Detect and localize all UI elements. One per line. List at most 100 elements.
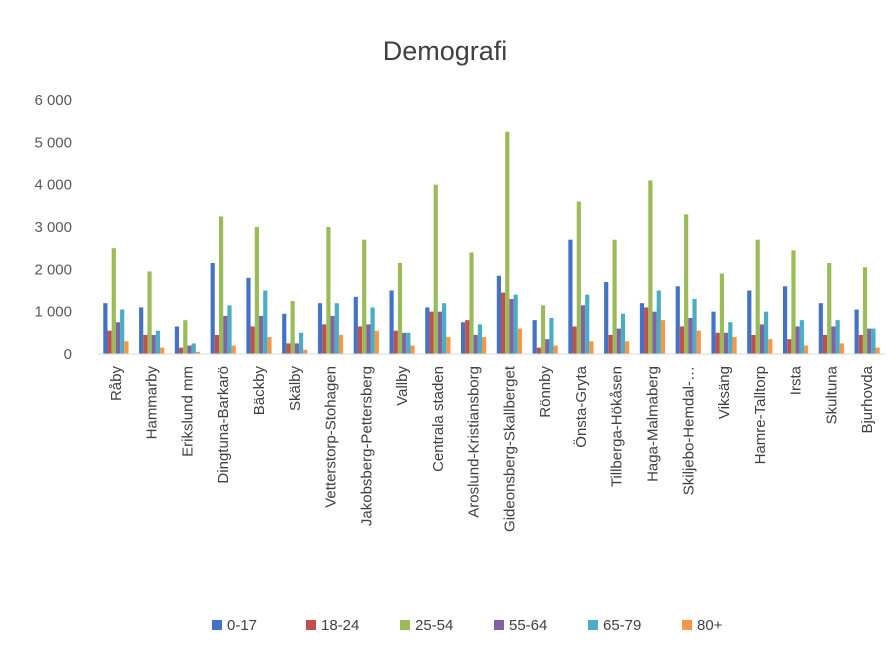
bar-18-24-Viksäng — [715, 332, 720, 354]
category-label: Gideonsberg-Skallberget — [501, 365, 518, 532]
bar-80+-Råby — [124, 341, 129, 354]
bar-0-17-Hammarby — [139, 307, 144, 354]
bar-25-54-Vallby — [397, 262, 403, 354]
bar-80+-Bäckby — [267, 337, 272, 354]
category-label: Erikslund mm — [179, 366, 196, 457]
bar-25-54-Hamre-Talltorp — [755, 239, 760, 354]
category-label: Viksäng — [716, 366, 733, 419]
bar-80+-Vetterstorp-Stohagen — [338, 334, 344, 354]
bar-80+-Vallby — [410, 345, 415, 354]
category-label: Aroslund-Kristiansborg — [466, 366, 483, 518]
bar-65-79-Aroslund-Kristiansborg — [477, 324, 483, 354]
bar-18-24-Gideonsberg-Skallberget — [500, 292, 506, 354]
bar-25-54-Vetterstorp-Stohagen — [326, 227, 331, 354]
category-label: Skultuna — [823, 365, 840, 424]
y-tick-label: 6 000 — [34, 92, 72, 109]
bar-25-54-Rönnby — [540, 305, 546, 354]
bar-25-54-Skiljebo-Hemdal-… — [684, 214, 689, 354]
bar-65-79-Bjurhovda — [871, 328, 876, 354]
bar-0-17-Haga-Malmaberg — [639, 303, 645, 354]
bar-55-64-Bäckby — [258, 315, 264, 354]
category-label: Önsta-Gryta — [572, 365, 590, 447]
bar-80+-Viksäng — [732, 337, 737, 354]
bar-80+-Erikslund mm — [195, 351, 201, 354]
bar-18-24-Skiljebo-Hemdal-… — [679, 326, 685, 354]
bar-65-79-Rönnby — [549, 318, 554, 354]
bar-55-64-Hamre-Talltorp — [759, 324, 764, 354]
bar-80+-Skultuna — [839, 343, 844, 354]
bar-25-54-Dingtuna-Barkarö — [219, 216, 224, 354]
bar-80+-Önsta-Gryta — [589, 341, 594, 354]
bar-25-54-Råby — [111, 248, 116, 354]
bar-80+-Dingtuna-Barkarö — [231, 345, 236, 354]
bar-65-79-Centrala staden — [442, 303, 447, 354]
bar-80+-Gideonsberg-Skallberget — [517, 328, 522, 354]
legend-label: 65-79 — [603, 617, 641, 634]
category-label: Rönnby — [537, 366, 554, 418]
y-axis: 0 1 000 2 000 3 000 4 000 5 000 6 000 — [34, 92, 72, 363]
legend-label: 80+ — [697, 617, 723, 634]
legend-label: 55-64 — [509, 617, 547, 634]
bar-0-17-Centrala staden — [425, 307, 430, 354]
bar-0-17-Hamre-Talltorp — [747, 290, 752, 354]
bar-80+-Hammarby — [160, 347, 165, 354]
bar-18-24-Irsta — [787, 339, 792, 354]
bar-18-24-Tillberga-Hökåsen — [608, 334, 613, 354]
bar-55-64-Gideonsberg-Skallberget — [509, 298, 514, 354]
category-label: Jakobsberg-Pettersberg — [358, 366, 375, 526]
bar-25-54-Centrala staden — [433, 184, 438, 354]
bar-18-24-Aroslund-Kristiansborg — [465, 320, 470, 354]
bar-0-17-Önsta-Gryta — [568, 239, 573, 354]
category-label: Hammarby — [144, 366, 161, 440]
bar-65-79-Skiljebo-Hemdal-… — [692, 298, 697, 354]
bar-55-64-Vallby — [402, 332, 407, 354]
bar-25-54-Skultuna — [827, 262, 832, 354]
bar-25-54-Skälby — [290, 301, 295, 354]
bar-25-54-Viksäng — [719, 273, 725, 354]
bar-0-17-Skiljebo-Hemdal-… — [675, 286, 680, 354]
bar-25-54-Tillberga-Hökåsen — [612, 239, 617, 354]
bar-0-17-Viksäng — [711, 311, 716, 354]
bar-25-54-Irsta — [791, 250, 796, 354]
bar-55-64-Skultuna — [831, 326, 836, 354]
bar-25-54-Hammarby — [147, 271, 152, 354]
bar-65-79-Haga-Malmaberg — [656, 290, 661, 354]
bar-55-64-Irsta — [795, 326, 800, 354]
chart-title: Demografi — [383, 36, 508, 66]
bar-80+-Tillberga-Hökåsen — [625, 341, 630, 354]
bar-80+-Skiljebo-Hemdal-… — [696, 330, 701, 354]
bar-55-64-Centrala staden — [437, 311, 443, 354]
bar-80+-Haga-Malmaberg — [660, 320, 666, 354]
bar-80+-Bjurhovda — [875, 347, 880, 354]
y-tick-label: 5 000 — [34, 134, 72, 151]
category-label: Råby — [108, 366, 125, 402]
legend-swatch — [494, 620, 504, 630]
bars — [103, 131, 880, 354]
bar-0-17-Gideonsberg-Skallberget — [496, 275, 501, 354]
category-label: Vetterstorp-Stohagen — [323, 366, 340, 508]
bar-18-24-Vallby — [393, 330, 398, 354]
bar-0-17-Bäckby — [246, 277, 251, 354]
bar-80+-Hamre-Talltorp — [768, 339, 773, 354]
category-label: Haga-Malmaberg — [644, 366, 661, 482]
category-label: Tillberga-Hökåsen — [609, 366, 626, 487]
bar-25-54-Haga-Malmaberg — [648, 180, 653, 354]
y-tick-label: 3 000 — [34, 219, 72, 236]
bar-65-79-Tillberga-Hökåsen — [620, 313, 626, 354]
y-tick-label: 0 — [64, 346, 72, 363]
bar-65-79-Bäckby — [263, 290, 268, 354]
bar-18-24-Haga-Malmaberg — [644, 307, 649, 354]
bar-65-79-Gideonsberg-Skallberget — [513, 294, 518, 354]
y-tick-label: 1 000 — [34, 304, 72, 321]
bar-0-17-Irsta — [782, 286, 788, 354]
legend-label: 18-24 — [321, 617, 359, 634]
bar-55-64-Jakobsberg-Pettersberg — [366, 324, 371, 354]
legend-swatch — [212, 620, 222, 630]
bar-55-64-Hammarby — [151, 334, 156, 354]
bar-80+-Irsta — [803, 345, 809, 354]
bar-80+-Aroslund-Kristiansborg — [482, 337, 487, 354]
bar-55-64-Önsta-Gryta — [580, 305, 586, 354]
bar-18-24-Råby — [107, 330, 112, 354]
bar-65-79-Vetterstorp-Stohagen — [334, 303, 339, 354]
bar-65-79-Vallby — [406, 332, 411, 354]
